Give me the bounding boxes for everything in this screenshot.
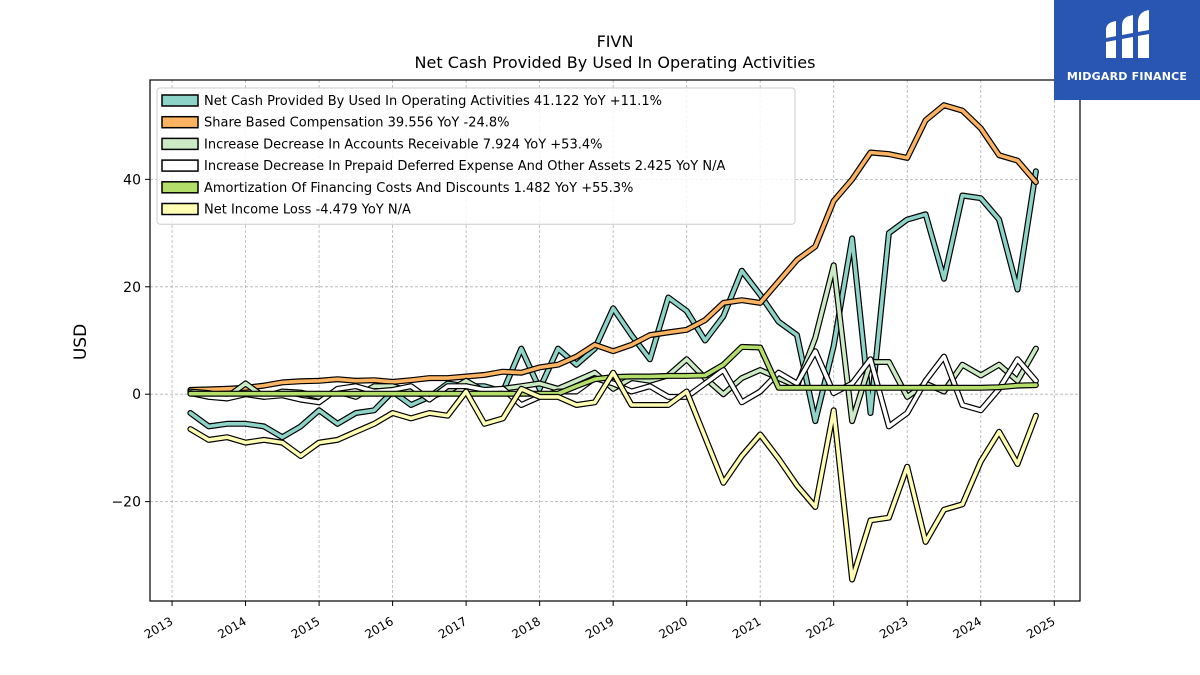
- legend-box: [156, 87, 796, 225]
- y-tick-label: 0: [132, 387, 141, 403]
- x-tick-label: 2022: [804, 614, 837, 641]
- x-tick-label: 2021: [730, 614, 763, 641]
- legend: Net Cash Provided By Used In Operating A…: [156, 87, 796, 225]
- series-line-5: [188, 370, 1038, 582]
- legend-label: Increase Decrease In Accounts Receivable…: [204, 137, 602, 152]
- legend-label: Net Income Loss -4.479 YoY N/A: [204, 203, 411, 218]
- x-tick-label: 2016: [362, 614, 395, 641]
- chart-subtitle: Net Cash Provided By Used In Operating A…: [415, 53, 816, 72]
- legend-label: Increase Decrease In Prepaid Deferred Ex…: [204, 159, 725, 174]
- legend-swatch: [161, 181, 199, 194]
- y-tick-label: −20: [111, 495, 141, 511]
- series-line-1: [188, 103, 1038, 392]
- y-axis-label: USD: [71, 324, 91, 360]
- y-tick-label: 20: [123, 280, 141, 296]
- series-lines: [187, 102, 1039, 583]
- legend-swatch: [161, 94, 199, 107]
- x-tick-label: 2014: [215, 614, 248, 641]
- x-tick-label: 2015: [289, 614, 322, 641]
- logo-mark-icon: [1106, 10, 1149, 58]
- chart-title: FIVN: [597, 32, 634, 51]
- x-tick-label: 2025: [1024, 614, 1057, 641]
- plot-area-frame: [149, 79, 1081, 602]
- y-tick-label: 40: [123, 172, 141, 188]
- x-tick-label: 2024: [951, 614, 984, 641]
- logo-text: MIDGARD FINANCE: [1066, 70, 1188, 83]
- legend-swatch: [161, 159, 199, 172]
- legend-swatch: [161, 115, 199, 129]
- legend-swatch: [161, 202, 199, 216]
- legend-label: Share Based Compensation 39.556 YoY -24.…: [204, 116, 510, 131]
- series-line-0: [188, 169, 1038, 440]
- midgard-finance-logo: MIDGARD FINANCE: [1054, 0, 1200, 100]
- x-tick-label: 2019: [583, 614, 616, 641]
- legend-label: Amortization Of Financing Costs And Disc…: [204, 181, 633, 196]
- x-tick-label: 2020: [657, 614, 690, 641]
- legend-label: Net Cash Provided By Used In Operating A…: [204, 94, 662, 109]
- x-tick-label: 2017: [436, 614, 469, 641]
- x-tick-label: 2018: [509, 614, 542, 641]
- axis-ticks: 2013 2014 2015 2016 2017 2018 2019 2020 2021 2022…: [111, 172, 1057, 641]
- x-tick-label: 2013: [142, 614, 175, 641]
- legend-swatch: [161, 137, 199, 151]
- x-tick-label: 2023: [877, 614, 910, 641]
